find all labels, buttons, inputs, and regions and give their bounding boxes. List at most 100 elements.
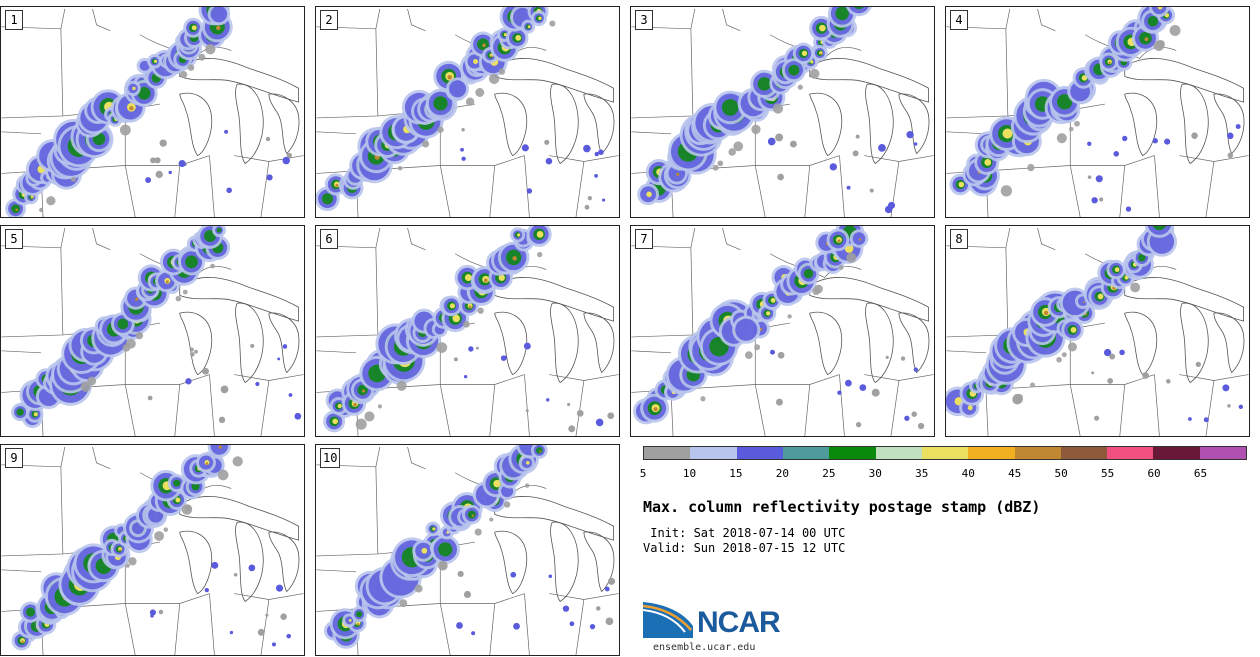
isolated-cell bbox=[265, 136, 271, 142]
weak-echo bbox=[125, 563, 130, 568]
echo-moderate bbox=[139, 60, 150, 71]
echo-moderate bbox=[210, 7, 228, 23]
state-border bbox=[124, 603, 136, 655]
lake-outline bbox=[865, 83, 894, 165]
state-border bbox=[407, 446, 426, 470]
colorbar-tick-label: 45 bbox=[1008, 467, 1022, 480]
weak-echo bbox=[1030, 382, 1035, 388]
echo-heavy bbox=[984, 158, 992, 166]
member-panel-2: 2 bbox=[315, 6, 620, 218]
echo-strong bbox=[173, 479, 181, 487]
lake-outline bbox=[179, 58, 300, 103]
echo-intense bbox=[335, 183, 339, 187]
panel-number: 1 bbox=[5, 10, 23, 30]
echo-intense bbox=[471, 514, 474, 517]
echo-intense bbox=[1108, 61, 1111, 65]
isolated-cell bbox=[294, 412, 302, 420]
echo-intense bbox=[205, 462, 209, 465]
reflectivity-band bbox=[323, 445, 548, 649]
echo-heavy bbox=[526, 461, 530, 465]
echo-heavy bbox=[770, 298, 776, 303]
echo-intense bbox=[653, 407, 658, 412]
isolated-cell bbox=[1103, 348, 1112, 357]
isolated-cell bbox=[226, 187, 232, 194]
state-border bbox=[1205, 161, 1215, 217]
colorbar-tick-label: 65 bbox=[1193, 467, 1208, 480]
colorbar-segment bbox=[644, 447, 691, 459]
panel-number: 3 bbox=[635, 10, 653, 30]
echo-intense bbox=[447, 74, 452, 80]
isolated-cell bbox=[1152, 138, 1158, 144]
echo-heavy bbox=[515, 35, 522, 41]
weak-echo bbox=[396, 380, 407, 391]
echo-intense bbox=[165, 280, 169, 284]
member-panel-1: 1 bbox=[0, 6, 305, 218]
colorbar-segment bbox=[921, 447, 969, 459]
echo-heavy bbox=[810, 60, 814, 64]
isolated-cell bbox=[1125, 206, 1132, 212]
weak-echo bbox=[465, 97, 475, 106]
state-border bbox=[316, 350, 357, 354]
echo-heavy bbox=[1081, 75, 1088, 81]
weak-echo bbox=[1061, 352, 1067, 358]
colorbar-segment bbox=[1014, 447, 1061, 459]
weak-echo bbox=[751, 124, 761, 135]
state-border bbox=[1154, 374, 1160, 436]
state-border bbox=[890, 380, 900, 436]
reflectivity-band bbox=[11, 445, 231, 651]
member-panel-9: 9 bbox=[0, 444, 305, 656]
lake-outline bbox=[550, 521, 579, 603]
echo-heavy bbox=[449, 303, 456, 309]
isolated-cell bbox=[521, 144, 529, 152]
echo-strong bbox=[854, 7, 864, 10]
echo-strong bbox=[185, 255, 198, 269]
isolated-cell bbox=[576, 409, 584, 417]
weak-echo bbox=[163, 527, 169, 532]
isolated-cell bbox=[829, 163, 837, 171]
weak-echo bbox=[733, 141, 744, 152]
echo-strong bbox=[356, 611, 363, 618]
isolated-cell bbox=[607, 412, 615, 420]
lake-outline bbox=[235, 302, 264, 384]
isolated-cell bbox=[461, 156, 466, 161]
isolated-cell bbox=[1235, 124, 1241, 130]
weak-echo bbox=[46, 196, 56, 206]
state-border bbox=[440, 593, 525, 604]
state-border bbox=[260, 599, 270, 655]
isolated-cell bbox=[265, 613, 269, 617]
echo-heavy bbox=[958, 181, 965, 188]
panel-number: 7 bbox=[635, 229, 653, 249]
weak-echo bbox=[422, 140, 430, 148]
state-border bbox=[1084, 34, 1177, 59]
echo-intense bbox=[512, 256, 517, 261]
state-border bbox=[92, 8, 111, 32]
weak-echo bbox=[1000, 185, 1013, 197]
state-border bbox=[631, 131, 672, 135]
echo-intense bbox=[119, 549, 121, 552]
weak-echo bbox=[125, 338, 136, 349]
panel-number: 2 bbox=[320, 10, 338, 30]
member-panel-10: 10 bbox=[315, 444, 620, 656]
isolated-cell bbox=[1109, 353, 1116, 360]
colorbar-tick-label: 15 bbox=[729, 467, 743, 480]
echo-strong bbox=[117, 318, 129, 330]
weak-echo bbox=[377, 404, 383, 409]
weak-echo bbox=[524, 483, 530, 488]
lake-outline bbox=[583, 312, 615, 374]
isolated-cell bbox=[913, 142, 918, 146]
isolated-cell bbox=[523, 342, 531, 350]
echo-intense bbox=[215, 25, 221, 31]
isolated-cell bbox=[158, 609, 164, 615]
colorbar-segment bbox=[1153, 447, 1200, 459]
map-svg bbox=[316, 226, 619, 436]
weak-echo bbox=[1056, 356, 1062, 363]
weak-echo bbox=[772, 103, 784, 114]
panel-number: 10 bbox=[320, 448, 341, 468]
weak-echo bbox=[175, 295, 182, 302]
echo-strong bbox=[536, 447, 543, 454]
echo-strong bbox=[216, 227, 222, 233]
echo-intense bbox=[819, 53, 822, 55]
isolated-cell bbox=[598, 149, 604, 155]
echo-heavy bbox=[1097, 293, 1104, 300]
isolated-cell bbox=[545, 157, 553, 165]
